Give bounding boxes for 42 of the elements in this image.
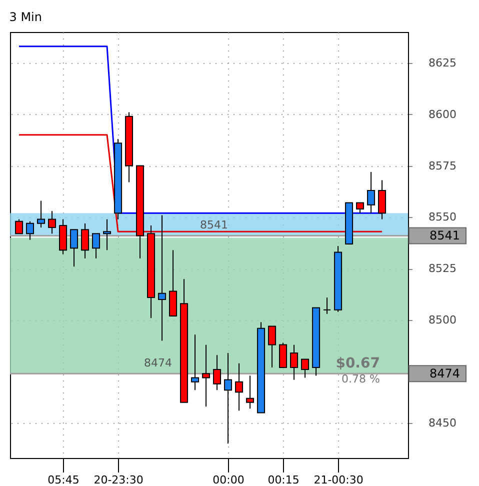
x-tick-label: 21-00:30	[314, 474, 364, 486]
chart-title: 3 Min	[9, 10, 42, 24]
candlestick	[224, 352, 232, 444]
candlestick	[323, 296, 332, 314]
y-tick-label: 8500	[428, 314, 456, 327]
y-tick-label: 8525	[428, 262, 456, 276]
candlestick	[26, 220, 34, 240]
x-tick-label: 20-23:30	[94, 474, 144, 486]
candlestick	[356, 202, 364, 214]
x-tick-label: 00:00	[212, 474, 244, 486]
candlestick	[15, 218, 24, 234]
candlestick	[37, 200, 46, 228]
y-tick-label: 8450	[428, 416, 456, 430]
candlestick	[367, 171, 376, 214]
candlestick	[268, 326, 276, 368]
candlestick	[81, 222, 90, 259]
candlestick	[290, 344, 298, 380]
y-tick-label: 8575	[428, 159, 456, 172]
ref-line-label: 8541	[429, 228, 460, 243]
candlestick	[48, 210, 56, 234]
x-tick-label: 05:45	[48, 474, 80, 486]
candlestick	[213, 354, 222, 391]
candlestick	[191, 334, 200, 391]
candlestick	[202, 344, 210, 408]
x-tick-label: 00:15	[268, 474, 300, 486]
candlestick	[70, 229, 78, 268]
band-label: 8474	[144, 356, 172, 370]
ref-line-label: 8474	[429, 366, 460, 381]
candlestick	[246, 375, 254, 410]
annotation: 0.78 %	[342, 372, 380, 386]
candlestick	[378, 180, 386, 220]
candlestick	[279, 342, 288, 368]
candlestick	[301, 358, 310, 378]
candlestick	[92, 233, 100, 259]
candlestick	[158, 214, 166, 342]
y-tick-label: 8550	[428, 210, 456, 224]
annotation: $0.67	[336, 356, 380, 372]
candlestick	[235, 362, 244, 412]
y-tick-label: 8600	[428, 108, 456, 121]
candlestick	[103, 218, 112, 251]
y-tick-label: 8625	[428, 56, 456, 70]
band-label: 8541	[200, 218, 228, 232]
